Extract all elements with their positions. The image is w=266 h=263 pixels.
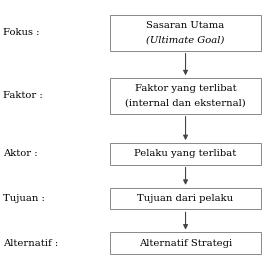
Text: Fokus :: Fokus :: [3, 28, 39, 37]
Text: Faktor :: Faktor :: [3, 92, 42, 100]
Text: Alternatif :: Alternatif :: [3, 239, 58, 248]
FancyBboxPatch shape: [110, 15, 261, 50]
FancyBboxPatch shape: [110, 232, 261, 254]
Text: Faktor yang terlibat: Faktor yang terlibat: [135, 84, 236, 93]
Text: Tujuan :: Tujuan :: [3, 194, 44, 203]
Text: Tujuan dari pelaku: Tujuan dari pelaku: [138, 194, 234, 203]
Text: (internal dan eksternal): (internal dan eksternal): [125, 99, 246, 108]
Text: Alternatif Strategi: Alternatif Strategi: [139, 239, 232, 248]
Text: Aktor :: Aktor :: [3, 149, 37, 158]
FancyBboxPatch shape: [110, 78, 261, 114]
Text: (Ultimate Goal): (Ultimate Goal): [146, 36, 225, 44]
FancyBboxPatch shape: [110, 188, 261, 209]
FancyBboxPatch shape: [110, 143, 261, 165]
Text: Pelaku yang terlibat: Pelaku yang terlibat: [134, 149, 237, 158]
Text: Sasaran Utama: Sasaran Utama: [146, 21, 225, 30]
